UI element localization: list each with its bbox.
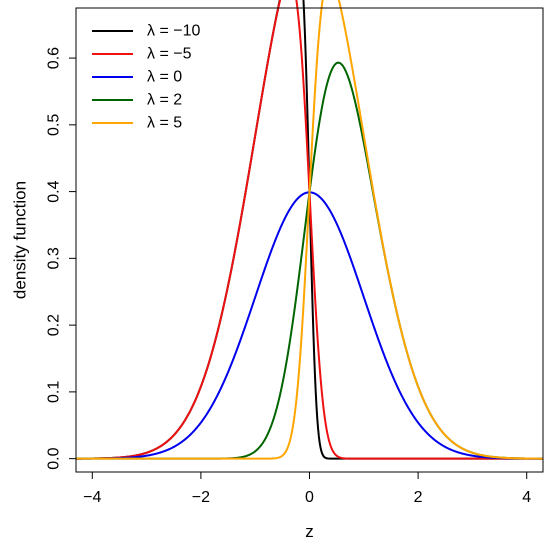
y-axis: 0.0 0.1 0.2 0.3 0.4 0.5 0.6 <box>46 47 76 470</box>
legend-label: λ = 5 <box>147 115 182 132</box>
legend-label: λ = −5 <box>147 46 192 63</box>
legend-label: λ = −10 <box>147 23 200 40</box>
legend-label: λ = 2 <box>147 92 182 109</box>
y-tick-label: 0.5 <box>46 114 63 136</box>
x-tick-label: −2 <box>192 489 210 506</box>
y-tick-label: 0.0 <box>46 447 63 469</box>
y-tick-label: 0.3 <box>46 247 63 269</box>
x-axis: −4 −2 0 2 4 <box>83 472 531 506</box>
y-tick-label: 0.6 <box>46 47 63 69</box>
legend: λ = −10 λ = −5 λ = 0 λ = 2 λ = 5 <box>92 23 200 132</box>
series-line-2 <box>76 191 543 460</box>
y-tick-label: 0.4 <box>46 180 63 202</box>
series-lines <box>75 0 544 460</box>
x-tick-label: 2 <box>414 489 423 506</box>
x-tick-label: −4 <box>83 489 101 506</box>
y-tick-label: 0.1 <box>46 381 63 403</box>
x-axis-label: z <box>305 522 314 541</box>
legend-label: λ = 0 <box>147 69 182 86</box>
y-axis-label: density function <box>11 181 30 299</box>
series-line-4 <box>76 0 544 460</box>
x-tick-label: 4 <box>522 489 531 506</box>
x-tick-label: 0 <box>305 489 314 506</box>
y-tick-label: 0.2 <box>46 314 63 336</box>
